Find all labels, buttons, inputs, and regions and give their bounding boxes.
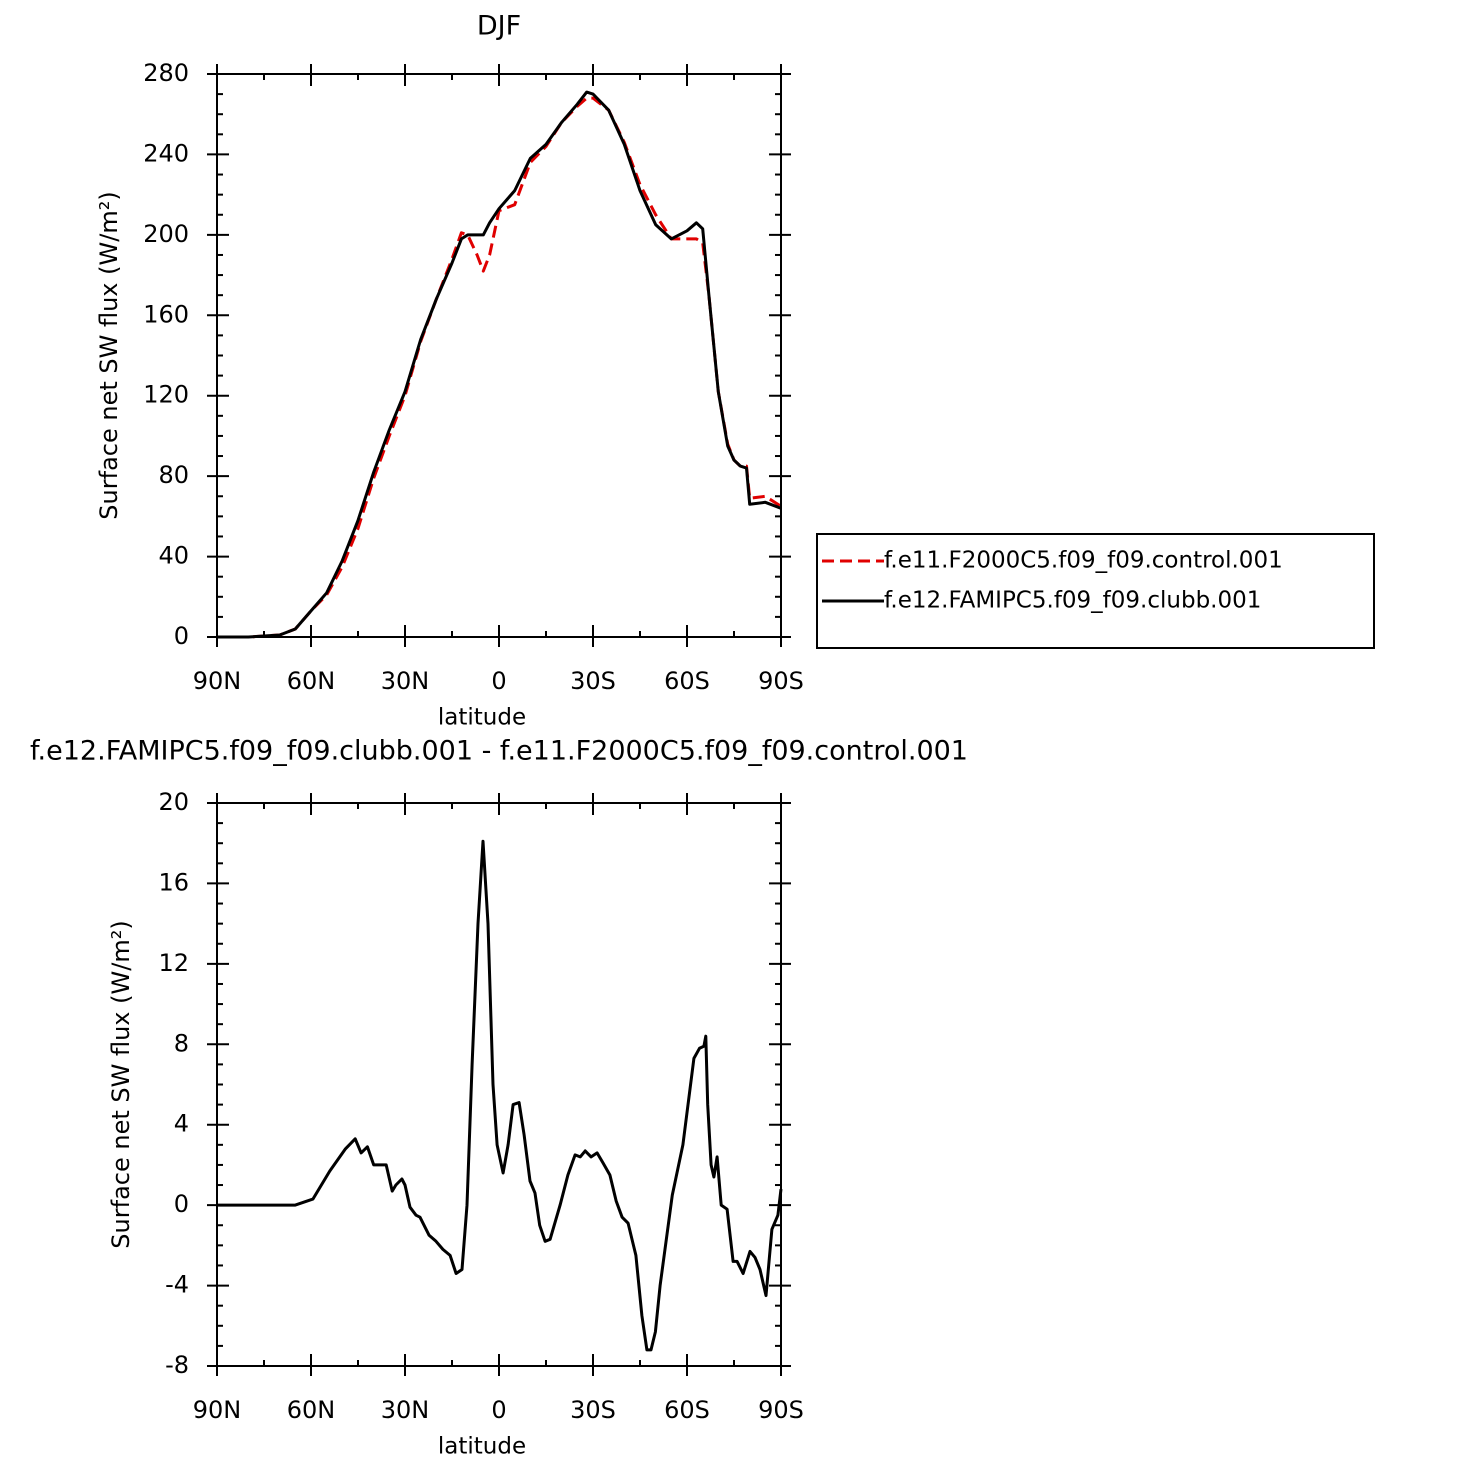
y-tick-label: 12 xyxy=(158,949,189,977)
legend-label: f.e11.F2000C5.f09_f09.control.001 xyxy=(884,548,1283,574)
y-tick-label: -4 xyxy=(165,1271,189,1299)
plot-frame xyxy=(216,73,782,638)
x-axis-label: latitude xyxy=(438,1434,526,1460)
y-tick-label: 280 xyxy=(143,59,189,87)
data-line xyxy=(217,96,782,639)
y-tick-label: 200 xyxy=(143,220,189,248)
x-tick-label: 60N xyxy=(287,667,336,695)
y-tick-label: 120 xyxy=(143,381,189,409)
x-tick-label: 30N xyxy=(381,1396,430,1424)
x-tick-label: 60N xyxy=(287,1396,336,1424)
y-axis-label: Surface net SW flux (W/m²) xyxy=(95,191,123,519)
x-tick-label: 90S xyxy=(758,667,804,695)
x-tick-label: 90N xyxy=(193,667,242,695)
y-tick-label: 40 xyxy=(158,542,189,570)
x-tick-label: 30S xyxy=(570,1396,616,1424)
y-tick-label: 0 xyxy=(174,622,189,650)
x-tick-label: 30N xyxy=(381,667,430,695)
y-tick-label: -8 xyxy=(165,1351,189,1379)
plot-frame xyxy=(216,802,782,1367)
chart-title: f.e12.FAMIPC5.f09_f09.clubb.001 - f.e11.… xyxy=(30,736,968,767)
y-tick-label: 160 xyxy=(143,300,189,328)
legend-label: f.e12.FAMIPC5.f09_f09.clubb.001 xyxy=(884,588,1261,614)
x-tick-label: 60S xyxy=(664,667,710,695)
y-tick-label: 0 xyxy=(174,1190,189,1218)
x-tick-label: 30S xyxy=(570,667,616,695)
x-tick-label: 60S xyxy=(664,1396,710,1424)
y-tick-label: 80 xyxy=(158,461,189,489)
data-line xyxy=(217,90,782,639)
data-line xyxy=(217,839,783,1352)
x-tick-label: 0 xyxy=(491,667,506,695)
y-tick-label: 8 xyxy=(174,1029,189,1057)
x-axis-label: latitude xyxy=(438,705,526,731)
chart-title: DJF xyxy=(477,11,521,42)
y-axis-label: Surface net SW flux (W/m²) xyxy=(107,920,135,1248)
y-tick-label: 4 xyxy=(174,1110,189,1138)
y-tick-label: 16 xyxy=(158,868,189,896)
y-tick-label: 20 xyxy=(158,788,189,816)
legend-box xyxy=(816,533,1375,649)
x-tick-label: 90S xyxy=(758,1396,804,1424)
x-tick-label: 0 xyxy=(491,1396,506,1424)
y-tick-label: 240 xyxy=(143,139,189,167)
x-tick-label: 90N xyxy=(193,1396,242,1424)
